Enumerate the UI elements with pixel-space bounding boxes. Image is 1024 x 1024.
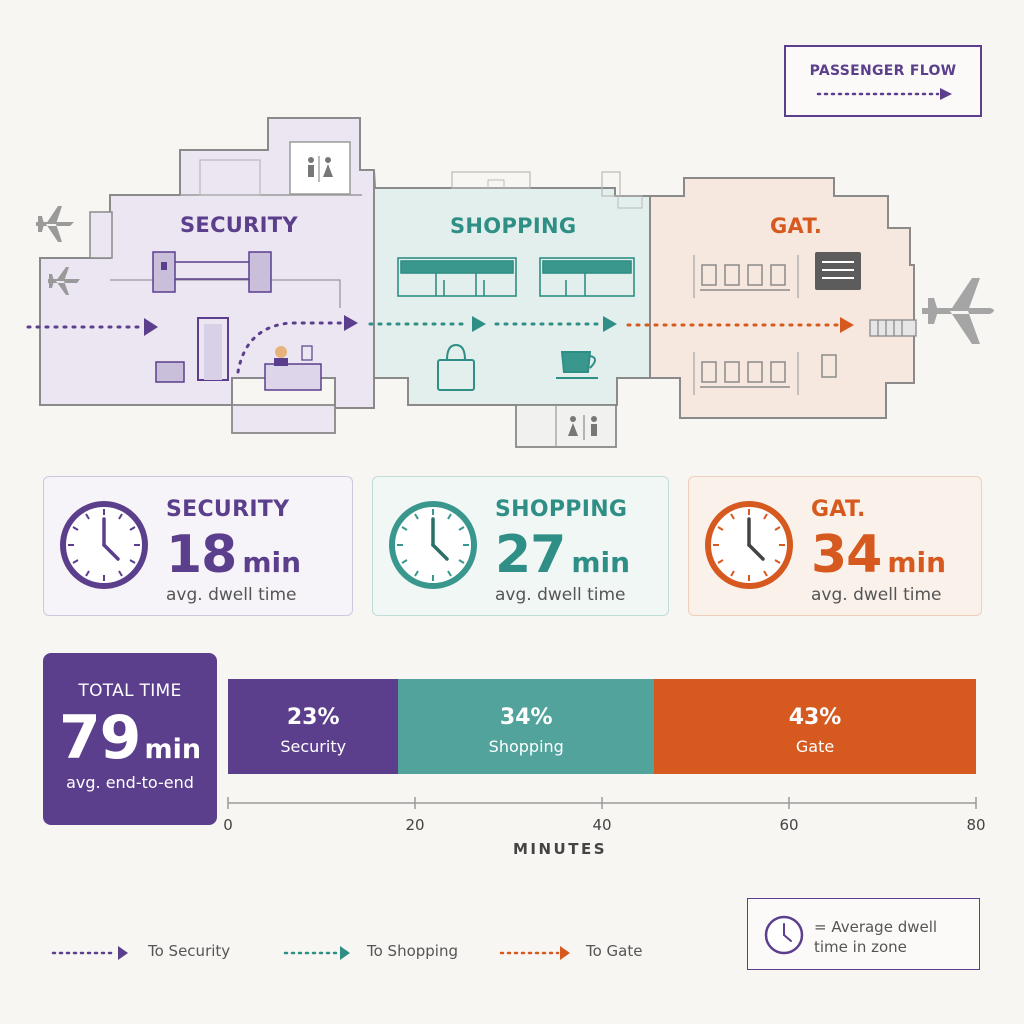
x-tick-label: 0: [223, 816, 233, 834]
gate-card-title: GAT.: [811, 497, 866, 522]
bar-pct-label: 43%: [788, 705, 842, 730]
shopping-bag-icon: [437, 343, 475, 391]
dwell-time-legend: = Average dwell time in zone: [747, 898, 980, 970]
bar-segment-label: Gate: [795, 737, 835, 756]
zone-title-security: SECURITY: [180, 213, 298, 237]
security-dwell-value: 18 min: [166, 525, 302, 585]
x-tick-label: 20: [405, 816, 425, 834]
gate-seating-upper: [693, 255, 799, 298]
bar-segment-shopping: 34% Shopping: [398, 679, 655, 774]
gate-dwell-card: GAT. 34 min avg. dwell time: [688, 476, 982, 616]
store-icon-1: [397, 257, 517, 297]
shopping-card-title: SHOPPING: [495, 497, 628, 522]
bar-segment-security: 23% Security: [228, 679, 399, 774]
metal-detector-icon: [155, 317, 229, 383]
flow-arrow-icon: [816, 88, 952, 100]
bar-segment-gate: 43% Gate: [654, 679, 976, 774]
legend-arrow-gate: [499, 946, 570, 960]
legend-arrow-shopping: [283, 946, 350, 960]
clock-icon: [60, 501, 148, 589]
store-icon-2: [539, 257, 635, 297]
gate-zone-area: [649, 177, 915, 419]
security-dwell-card: SECURITY 18 min avg. dwell time: [43, 476, 353, 616]
restroom-icon: [308, 156, 333, 182]
legend-label-security: To Security: [148, 942, 231, 960]
jet-bridge: [869, 319, 917, 337]
zone-title-gate: GAT.: [770, 214, 823, 238]
legend-label-shopping: To Shopping: [367, 942, 459, 960]
coffee-cup-icon: [556, 351, 598, 379]
flow-arrow-to-gate: [626, 317, 854, 333]
zone-title-shopping: SHOPPING: [450, 214, 577, 238]
security-scanner-icon: [152, 251, 272, 293]
security-dwell-sub: avg. dwell time: [166, 585, 297, 605]
gate-seating-lower: [693, 352, 837, 395]
shopping-dwell-card: SHOPPING 27 min avg. dwell time: [372, 476, 669, 616]
dwell-time-legend-text: = Average dwell time in zone: [814, 918, 938, 956]
clock-icon: [705, 501, 793, 589]
terminal-floor-plan: [26, 117, 994, 448]
total-time-label: TOTAL TIME: [78, 681, 182, 701]
bar-segment-label: Shopping: [488, 737, 564, 756]
legend-arrow-security: [51, 946, 128, 960]
flow-arrow-to-security: [26, 315, 358, 374]
airplane-icon-large: [922, 278, 994, 344]
restroom-icon-lower: [568, 415, 597, 440]
passenger-flow-title: PASSENGER FLOW: [809, 63, 957, 79]
x-tick-label: 60: [779, 816, 799, 834]
airplane-icon-small: [48, 267, 80, 295]
security-card-title: SECURITY: [166, 497, 290, 522]
total-time-sub: avg. end-to-end: [66, 773, 194, 792]
gate-dwell-value: 34 min: [811, 525, 947, 585]
flow-arrow-to-shopping: [368, 316, 617, 332]
legend-label-gate: To Gate: [586, 942, 643, 960]
departure-board-icon: [815, 252, 861, 290]
x-tick-label: 40: [592, 816, 612, 834]
shopping-dwell-sub: avg. dwell time: [495, 585, 626, 605]
passenger-flow-legend: PASSENGER FLOW: [784, 45, 982, 117]
x-axis: [227, 797, 977, 809]
clock-icon: [389, 501, 477, 589]
x-axis-title: MINUTES: [512, 840, 608, 858]
shopping-dwell-value: 27 min: [495, 525, 631, 585]
clock-icon: [764, 915, 804, 955]
gate-dwell-sub: avg. dwell time: [811, 585, 942, 605]
total-time-value: 79 min: [58, 703, 202, 773]
total-time-card: TOTAL TIME 79 min avg. end-to-end: [43, 653, 217, 825]
bar-pct-label: 34%: [499, 705, 553, 730]
airplane-icon: [36, 206, 74, 242]
bar-pct-label: 23%: [286, 705, 340, 730]
shopping-zone-area: [373, 169, 651, 406]
x-tick-label: 80: [966, 816, 986, 834]
bar-segment-label: Security: [280, 737, 347, 756]
security-officer-icon: [264, 345, 322, 391]
